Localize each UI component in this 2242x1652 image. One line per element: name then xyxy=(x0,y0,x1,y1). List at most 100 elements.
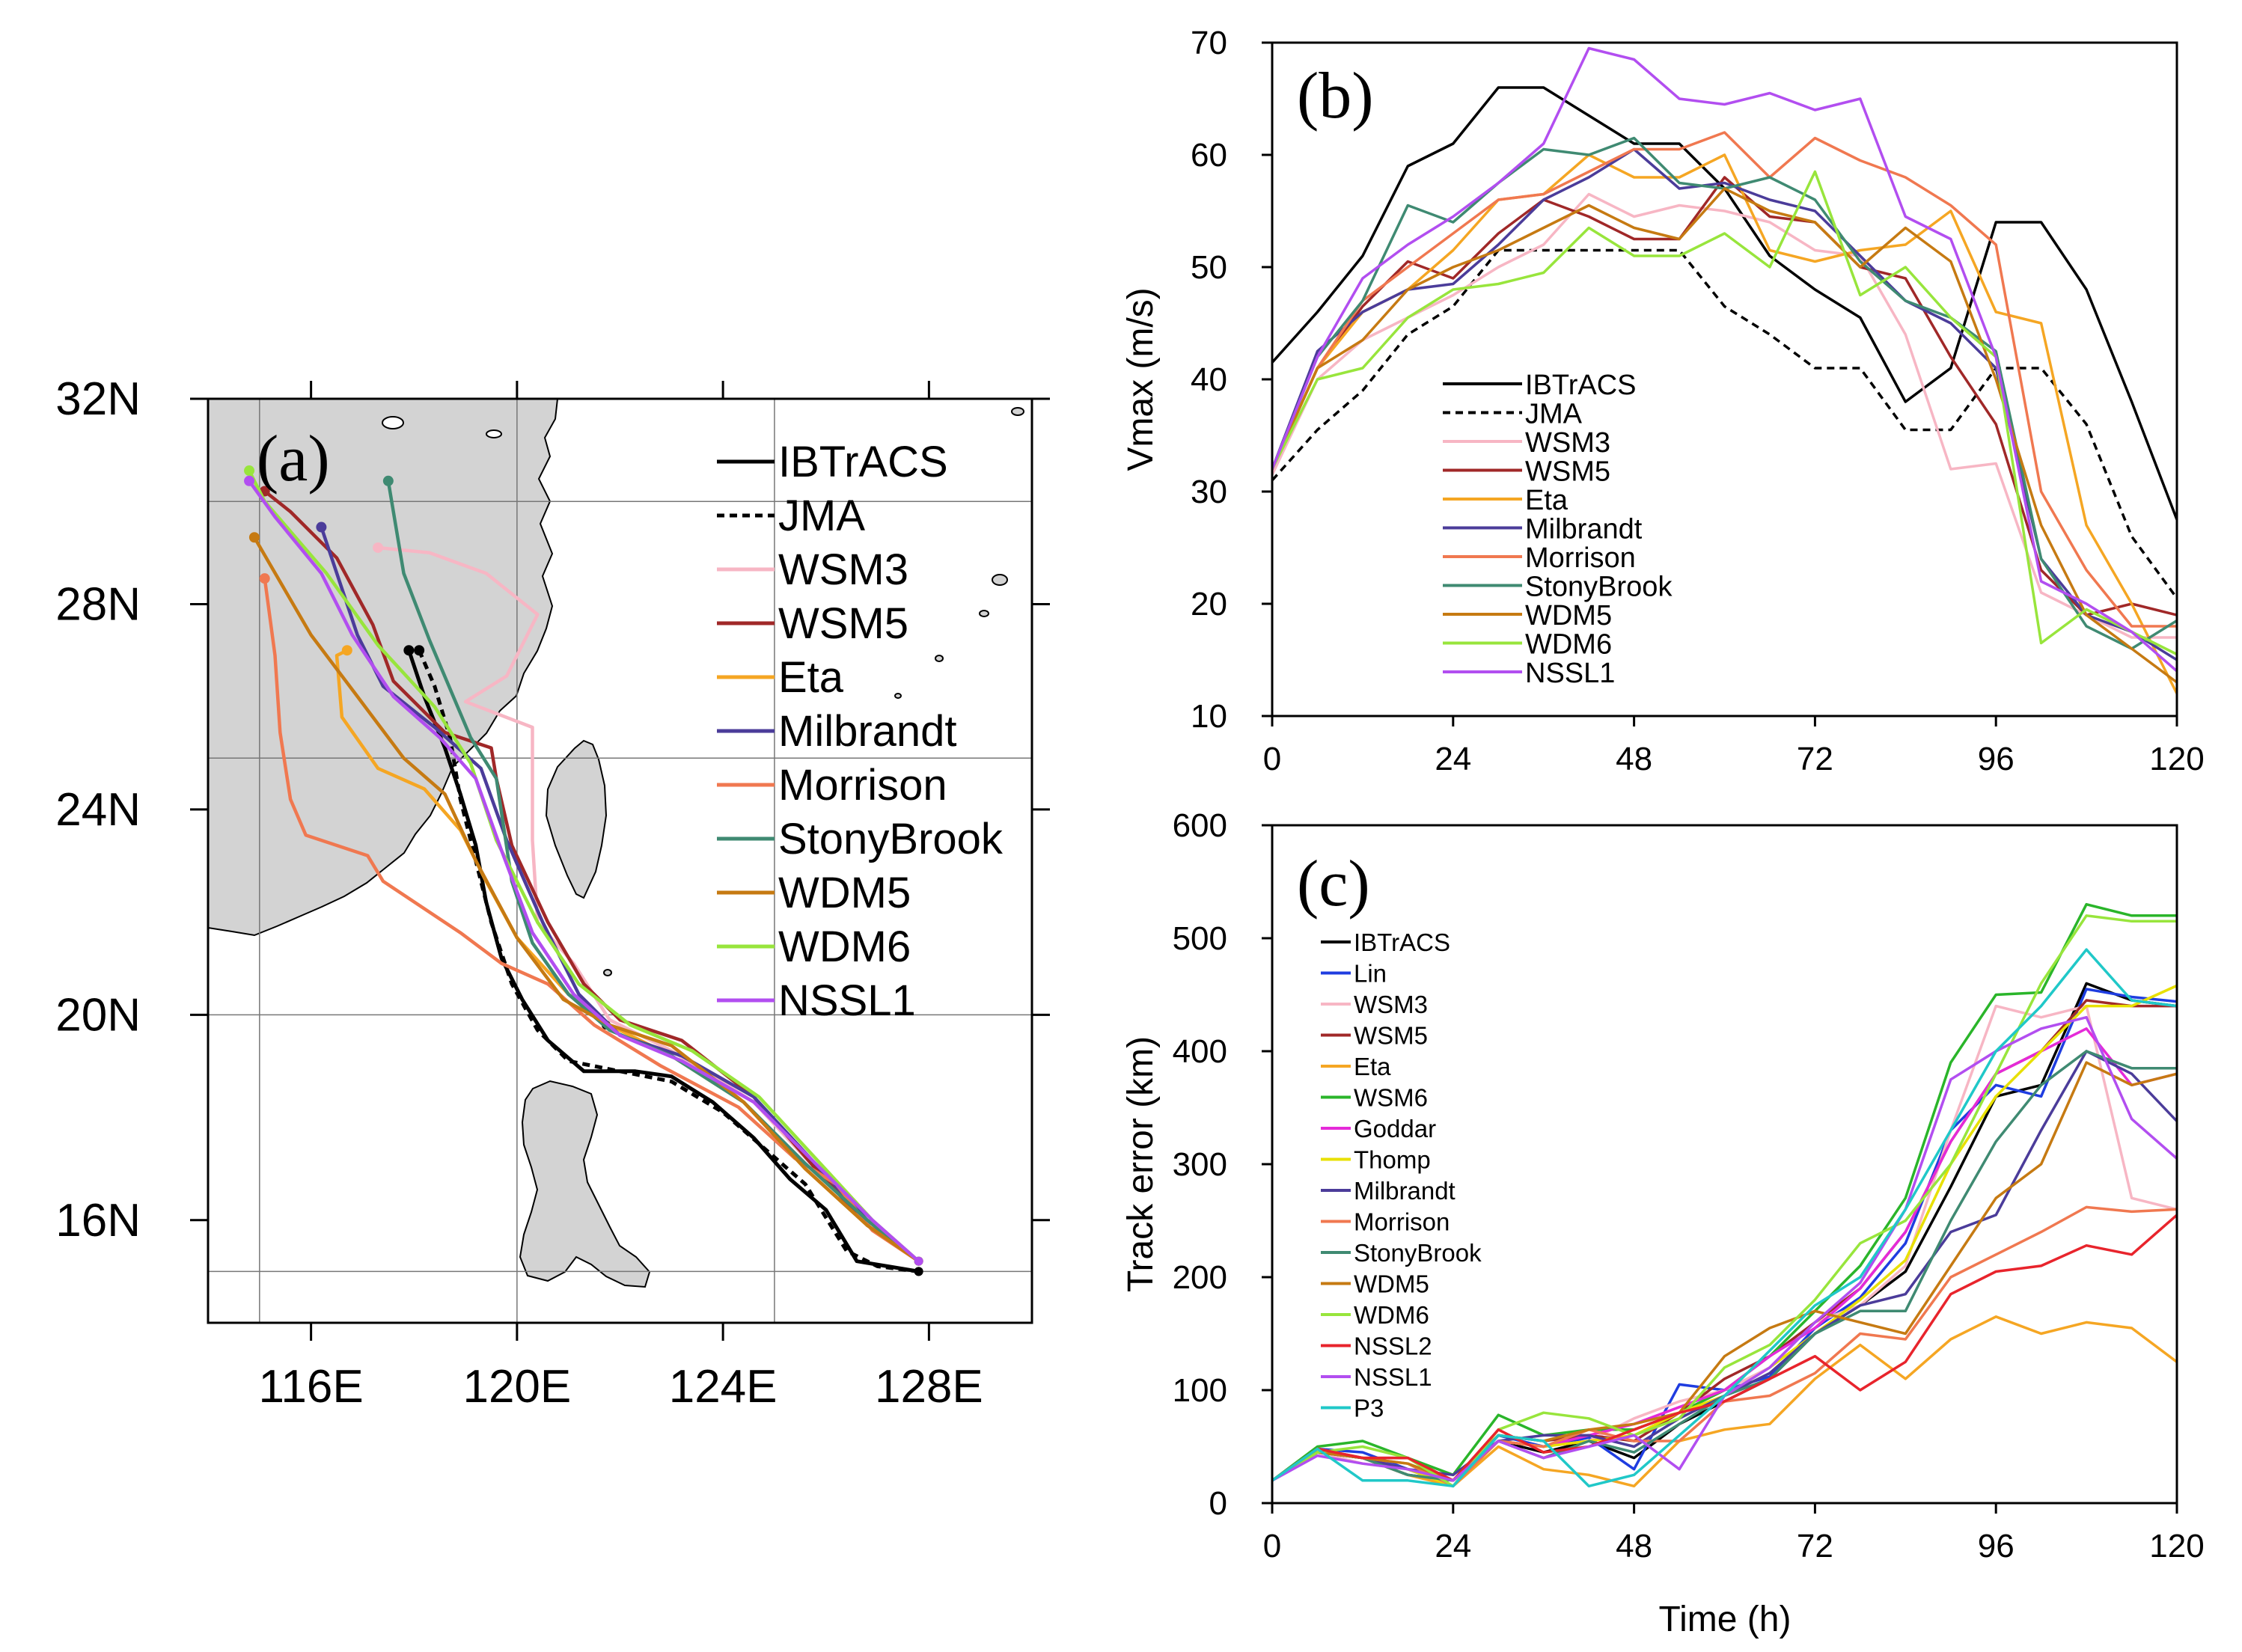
legend-label-wdm6: WDM6 xyxy=(778,923,911,971)
track-start-point-morrison xyxy=(259,573,270,584)
track-end-point-nssl1 xyxy=(914,1256,923,1266)
track-stonybrook xyxy=(386,480,920,1263)
y-tick-label-a: 20N xyxy=(55,989,141,1041)
y-tick-label: 600 xyxy=(1173,807,1227,844)
land-island xyxy=(992,574,1008,586)
y-tick-label: 50 xyxy=(1191,249,1227,286)
legend-label-goddar: Goddar xyxy=(1354,1115,1436,1142)
panel-a-track-map: 116E 120E 124E 128E 32N 28N 24N 20N 16N (a) IBTr… xyxy=(55,373,1050,1413)
panel-b-vmax-chart: 0 24 48 72 96 120 10 20 30 40 50 60 70 Vmax (m/s) (b… xyxy=(1121,25,2205,777)
legend-label-nssl1: NSSL1 xyxy=(778,976,916,1025)
y-tick-label: 400 xyxy=(1173,1033,1227,1070)
track-start-point-jma xyxy=(414,645,425,656)
track-jma xyxy=(417,649,919,1273)
series-line-wdm6 xyxy=(1272,170,2177,656)
x-tick-label-a: 128E xyxy=(875,1361,983,1413)
x-tick-label: 48 xyxy=(1616,741,1652,777)
legend-label-nssl1: NSSL1 xyxy=(1354,1363,1432,1391)
track-nssl1 xyxy=(248,480,920,1263)
legend-label-wdm5: WDM5 xyxy=(1354,1270,1429,1298)
track-start-point-stonybrook xyxy=(382,475,394,486)
x-tick-label: 120 xyxy=(2149,1528,2204,1564)
x-tick-label: 24 xyxy=(1435,1528,1471,1564)
track-lines xyxy=(244,465,923,1276)
legend-label-wdm5: WDM5 xyxy=(1525,600,1612,631)
y-tick-label: 200 xyxy=(1173,1259,1227,1296)
track-start-point-wsm3 xyxy=(373,542,384,553)
land-island xyxy=(894,693,902,699)
track-ibtracs xyxy=(407,649,920,1273)
legend-label-nssl2: NSSL2 xyxy=(1354,1333,1432,1360)
legend-label-milbrandt: Milbrandt xyxy=(778,707,957,756)
land-island xyxy=(603,969,612,976)
series-line-eta xyxy=(1272,1315,2177,1488)
x-tick-label: 120 xyxy=(2149,741,2204,777)
y-tick-label: 500 xyxy=(1173,920,1227,957)
legend-label-milbrandt: Milbrandt xyxy=(1354,1177,1456,1205)
legend-label-morrison: Morrison xyxy=(1354,1208,1450,1236)
legend-label-stonybrook: StonyBrook xyxy=(1525,572,1673,603)
map-frame xyxy=(207,397,1033,1324)
legend-label-wsm5: WSM5 xyxy=(1354,1022,1428,1050)
track-start-point-nssl1 xyxy=(244,475,255,486)
panel-label-a: (a) xyxy=(257,423,330,495)
track-start-point-wdm5 xyxy=(248,532,260,543)
legend-label-wsm3: WSM3 xyxy=(1525,427,1610,459)
land-island xyxy=(382,416,404,429)
legend-label-wsm5: WSM5 xyxy=(1525,456,1610,488)
x-tick-label-a: 124E xyxy=(669,1361,778,1413)
legend-label-morrison: Morrison xyxy=(1525,542,1636,574)
series-line-wdm5 xyxy=(1272,187,2177,684)
track-start-point-ibtracs xyxy=(403,645,415,656)
track-start-point-wdm6 xyxy=(244,465,255,477)
y-axis-title-c: Track error (km) xyxy=(1121,1036,1161,1292)
land-china xyxy=(208,399,559,937)
land-island xyxy=(486,429,502,438)
legend-label-ibtracs: IBTrACS xyxy=(1354,929,1450,956)
plot-area-b xyxy=(1272,43,2177,716)
series-line-morrison xyxy=(1272,131,2177,628)
land-island xyxy=(1011,407,1024,416)
x-tick-label: 72 xyxy=(1797,1528,1833,1564)
track-error-series xyxy=(1272,902,2177,1488)
legend-label-wdm6: WDM6 xyxy=(1354,1301,1429,1329)
x-tick-label: 96 xyxy=(1978,741,2015,777)
legend-label-jma: JMA xyxy=(778,492,865,540)
legend-label-thomp: Thomp xyxy=(1354,1146,1431,1174)
y-tick-label: 30 xyxy=(1191,474,1227,510)
y-tick-label-a: 28N xyxy=(55,578,141,630)
legend-label-nssl1: NSSL1 xyxy=(1525,658,1615,689)
land-taiwan xyxy=(545,739,608,899)
track-error-axes: 0 24 48 72 96 120 0 100 200 300 400 500 600 xyxy=(1173,807,2205,1564)
legend-label-ibtracs: IBTrACS xyxy=(1525,370,1637,401)
legend-label-p3: P3 xyxy=(1354,1395,1384,1422)
legend-label-wsm5: WSM5 xyxy=(778,599,908,648)
series-line-wdm5 xyxy=(1272,1061,2177,1482)
legend-label-wsm6: WSM6 xyxy=(1354,1084,1428,1112)
y-tick-label: 20 xyxy=(1191,586,1227,622)
x-tick-label: 96 xyxy=(1978,1528,2015,1564)
track-end-point-jma xyxy=(914,1267,923,1276)
y-tick-label-a: 16N xyxy=(55,1195,141,1246)
y-tick-label: 70 xyxy=(1191,25,1227,61)
legend-label-stonybrook: StonyBrook xyxy=(1354,1239,1482,1267)
legend-label-lin: Lin xyxy=(1354,960,1387,988)
vmax-legend: IBTrACSJMAWSM3WSM5EtaMilbrandtMorrisonSt… xyxy=(1443,370,1673,689)
track-wdm6 xyxy=(247,470,920,1263)
x-tick-label-a: 120E xyxy=(462,1361,571,1413)
land-luzon xyxy=(519,1080,651,1288)
land-island xyxy=(979,610,989,617)
map-legend: IBTrACS JMA WSM3 WSM5 Eta Milbrandt Morrison St… xyxy=(717,438,1004,1025)
y-tick-label: 300 xyxy=(1173,1146,1227,1183)
legend-label-ibtracs: IBTrACS xyxy=(778,438,948,486)
y-tick-label: 100 xyxy=(1173,1372,1227,1409)
y-tick-label: 60 xyxy=(1191,137,1227,174)
series-line-jma xyxy=(1272,248,2177,599)
track-start-point-milbrandt xyxy=(316,521,327,533)
x-axis-title-c: Time (h) xyxy=(1659,1600,1792,1639)
series-line-nssl2 xyxy=(1272,1214,2177,1482)
legend-label-wdm6: WDM6 xyxy=(1525,629,1612,661)
map-ticks: 116E 120E 124E 128E 32N 28N 24N 20N 16N xyxy=(55,373,1050,1413)
x-tick-label-a: 116E xyxy=(259,1361,364,1413)
